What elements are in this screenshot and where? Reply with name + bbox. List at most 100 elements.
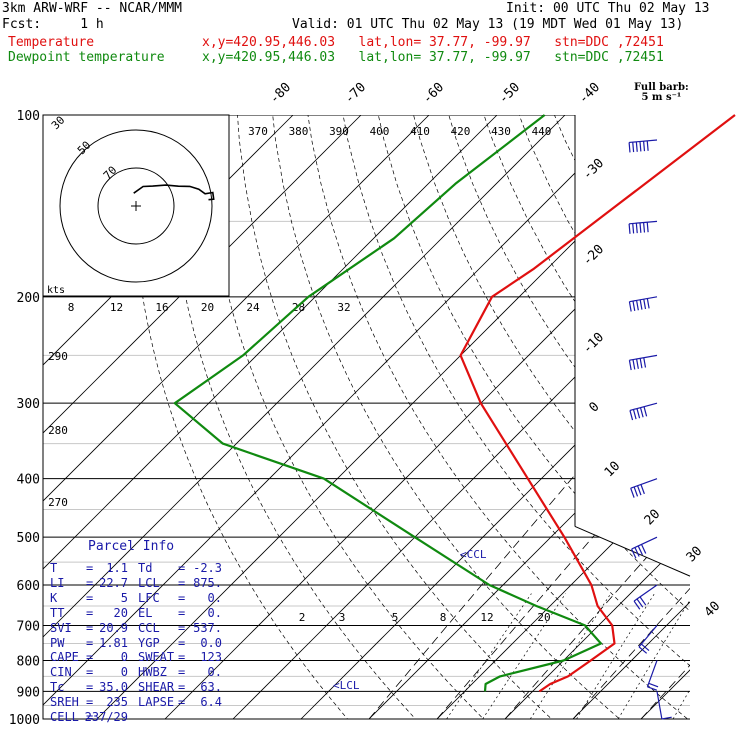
- parcel-eq: =: [178, 650, 186, 665]
- wind-barb: [633, 584, 658, 610]
- parcel-k1: Tc: [50, 680, 65, 695]
- parcel-k1: TT: [50, 605, 65, 620]
- mixing-ratio-line: [482, 593, 566, 719]
- wind-barb: [631, 536, 658, 559]
- parcel-v1: 35.0: [99, 680, 128, 695]
- parcel-k2: LAPSE: [138, 695, 175, 710]
- parcel-v2: 63.: [200, 680, 222, 695]
- theta-label: 400: [370, 125, 390, 138]
- dry-adiabat: [200, 115, 497, 719]
- barb-staff: [646, 660, 658, 687]
- barb-flag: [628, 301, 632, 312]
- wind-barb: [630, 478, 658, 498]
- parcel-eq: =: [178, 561, 186, 575]
- pressure-label: 900: [17, 685, 40, 700]
- plot-frame: [42, 115, 690, 720]
- barb-flag: [628, 360, 632, 371]
- barb-flag: [628, 142, 631, 153]
- parcel-k2: CCL: [138, 620, 160, 635]
- barb-flag: [632, 359, 636, 370]
- isotherm-label: 20: [642, 507, 664, 529]
- parcel-info-title: Parcel Info: [88, 539, 175, 554]
- parcel-k2: Td: [138, 561, 153, 575]
- parcel-info-panel: Parcel Info T 1.1 Td -2.3 = = LI 22.7 LCL 875. = = K…: [48, 537, 224, 729]
- parcel-v1: 237/29: [84, 710, 128, 724]
- parcel-eq: =: [178, 605, 186, 620]
- parcel-eq: =: [86, 620, 94, 635]
- hodograph-speed-label: 16: [155, 301, 168, 314]
- barb-flag: [628, 223, 631, 234]
- parcel-eq: =: [86, 695, 94, 710]
- parcel-eq: =: [178, 695, 186, 710]
- barb-staff: [656, 691, 663, 720]
- theta-label: 410: [410, 125, 430, 138]
- barb-flag: [638, 646, 648, 654]
- isotherm-line: [43, 115, 457, 719]
- isotherm-label: 30: [684, 544, 706, 566]
- parcel-k2: LFC: [138, 590, 160, 605]
- barb-scale-label: Full barb: 5 m s⁻¹: [634, 83, 689, 103]
- dry-adiabat: [337, 115, 690, 719]
- barb-flag: [639, 299, 643, 310]
- barb-flag: [629, 410, 634, 421]
- barb-flag: [636, 358, 639, 369]
- parcel-eq: =: [178, 665, 186, 680]
- parcel-eq: =: [178, 680, 186, 695]
- parcel-k1: CELL: [50, 710, 79, 724]
- isotherm-label: -80: [267, 80, 294, 107]
- dry-adiabat: [371, 115, 690, 719]
- parcel-v2: -2.3: [193, 561, 222, 575]
- barb-flag: [639, 596, 647, 606]
- parcel-v1: 0: [120, 665, 128, 680]
- parcel-eq: =: [86, 575, 94, 590]
- wind-barb: [656, 691, 672, 720]
- barb-flag: [643, 141, 646, 152]
- isotherm-label: -60: [420, 80, 447, 107]
- barb-flag: [631, 548, 637, 559]
- barb-flag: [640, 643, 650, 651]
- theta-label-left: 280: [48, 424, 68, 437]
- moist-adiabat: [504, 296, 690, 719]
- parcel-v2: 6.4: [200, 695, 222, 710]
- dry-adiabat: [303, 115, 690, 719]
- parcel-k2: LCL: [138, 575, 160, 590]
- hodograph-trace: [133, 184, 215, 201]
- barb-flag: [640, 484, 645, 495]
- parcel-eq: =: [86, 561, 94, 575]
- dewpoint-trace: [173, 114, 603, 692]
- theta-label: 430: [491, 125, 511, 138]
- parcel-k1: SREH: [50, 695, 79, 710]
- parcel-v1: 20.9: [99, 620, 128, 635]
- dry-adiabat: [714, 87, 740, 731]
- barb-flag: [636, 485, 642, 496]
- dry-adiabat: [269, 115, 635, 719]
- wind-barbs: [628, 139, 672, 720]
- dewpoint-location: x,y=420.95,446.03 lat,lon= 37.77, -99.97…: [202, 50, 664, 65]
- trace-layer: [173, 114, 736, 693]
- barb-flag: [636, 300, 639, 311]
- barb-flag: [632, 223, 635, 234]
- barb-flag: [632, 142, 635, 153]
- parcel-k1: T: [50, 561, 58, 575]
- moist-adiabat: [695, 297, 740, 719]
- isotherm-line: [43, 115, 661, 719]
- pressure-label: 500: [17, 531, 40, 546]
- parcel-eq: =: [86, 635, 94, 650]
- moist-adiabat: [572, 296, 690, 719]
- parcel-k1: CAPE: [50, 650, 79, 665]
- barb-staff: [630, 478, 658, 489]
- parcel-eq: =: [86, 605, 94, 620]
- pressure-label: 700: [17, 619, 40, 634]
- forecast-hour: Fcst: 1 h: [2, 17, 104, 32]
- isotherm-label: -70: [342, 80, 369, 107]
- barb-staff: [633, 584, 658, 602]
- wind-barb: [646, 660, 659, 691]
- parcel-eq: =: [178, 635, 186, 650]
- theta-label-left: 270: [48, 496, 68, 509]
- parcel-v2: 0.0: [200, 635, 222, 650]
- ccl-marker: <CCL: [460, 548, 487, 561]
- mixing-ratio-label: 2: [299, 611, 306, 624]
- hodograph-speed-label: 24: [246, 301, 260, 314]
